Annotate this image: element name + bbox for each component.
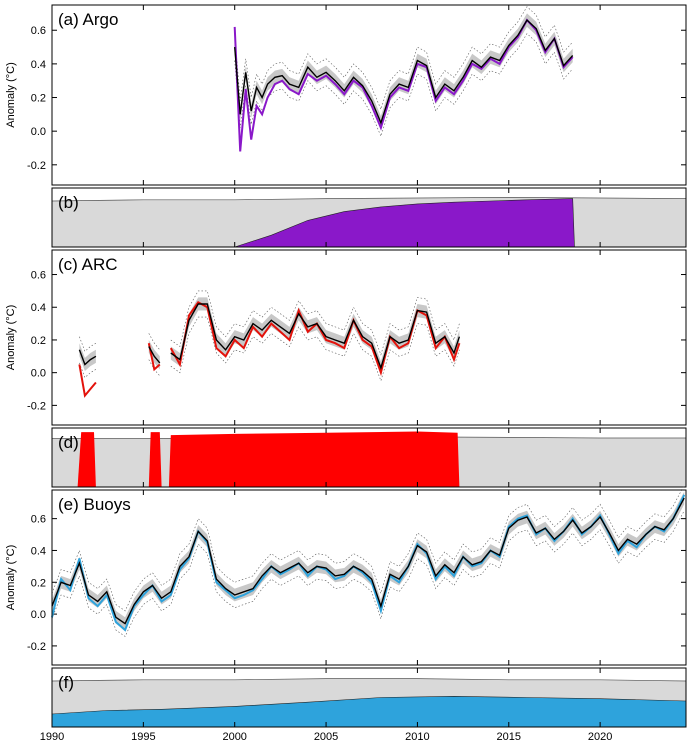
uncertainty-band — [79, 343, 96, 371]
subset-coverage-block — [77, 432, 96, 487]
y-tick-label: 0.2 — [31, 335, 46, 347]
panel-title: (a) Argo — [58, 10, 118, 29]
x-tick-label: 2010 — [405, 731, 429, 743]
panel-d-arc-coverage: (d) — [51, 427, 687, 488]
panel-a-argo: -0.2 0.0 0.2 0.4 0.6 Anomaly (°C) (a) Argo — [5, 4, 687, 186]
panel-b-argo-coverage: (b) — [51, 187, 687, 248]
panel-e-buoys: -0.2 0.0 0.2 0.4 0.6 Anomaly (°C) (e) Buoys — [5, 485, 687, 666]
panel-frame — [51, 249, 687, 426]
y-tick-label: 0.4 — [31, 545, 46, 557]
uncertainty-band — [148, 340, 160, 370]
x-tick-label: 1990 — [40, 731, 64, 743]
y-axis-label: Anomaly (°C) — [5, 305, 17, 371]
panel-title: (c) ARC — [58, 255, 118, 274]
panel-title: (d) — [58, 433, 79, 452]
full-series-line — [78, 349, 97, 366]
subset-series-line — [147, 342, 161, 372]
upper-envelope — [51, 485, 685, 612]
lower-envelope — [51, 510, 685, 637]
panel-frame — [51, 187, 687, 248]
x-axis-years: 1990 1995 2000 2005 2010 2015 2020 — [40, 731, 613, 743]
panel-frame — [51, 427, 687, 488]
x-tick-label: 1995 — [131, 731, 155, 743]
full-series-line — [170, 303, 461, 371]
lower-envelope — [234, 33, 573, 138]
full-series-line — [234, 19, 574, 125]
y-axis-label: Anomaly (°C) — [5, 545, 17, 611]
upper-envelope — [170, 290, 460, 356]
y-tick-label: 0.2 — [31, 577, 46, 589]
y-tick-label: 0.6 — [31, 514, 46, 526]
upper-envelope — [234, 6, 573, 111]
x-tick-label: 2015 — [497, 731, 521, 743]
panel-frame — [51, 667, 687, 728]
panel-frame — [51, 489, 687, 666]
y-tick-label: 0.0 — [31, 609, 46, 621]
subset-series-line — [233, 18, 574, 152]
y-tick-label: 0.2 — [31, 93, 46, 105]
panel-frame — [51, 4, 687, 186]
panel-title: (e) Buoys — [58, 495, 131, 514]
uncertainty-band — [170, 297, 460, 375]
lower-envelope — [79, 362, 97, 379]
x-tick-label: 2000 — [222, 731, 246, 743]
subset-coverage-line — [234, 198, 575, 248]
y-tick-label: 0.0 — [31, 126, 46, 138]
y-tick-label: -0.2 — [27, 400, 46, 412]
full-series-line — [148, 346, 161, 364]
x-tick-label: 2020 — [588, 731, 612, 743]
subset-coverage-block — [168, 431, 460, 487]
y-tick-label: 0.4 — [31, 302, 46, 314]
y-tick-label: 0.6 — [31, 25, 46, 37]
y-tick-label: -0.2 — [27, 641, 46, 653]
subset-series-line — [78, 364, 97, 398]
uncertainty-band — [52, 491, 685, 630]
total-coverage-line — [51, 678, 687, 682]
upper-envelope — [79, 336, 97, 352]
panel-title: (b) — [58, 193, 79, 212]
subset-coverage-block — [148, 432, 162, 487]
panel-f-buoys-coverage: (f) — [51, 667, 687, 728]
upper-envelope — [148, 333, 161, 350]
y-tick-label: 0.0 — [31, 368, 46, 380]
y-axis-label: Anomaly (°C) — [5, 62, 17, 128]
total-coverage-line — [51, 197, 687, 202]
panel-title: (f) — [58, 673, 74, 692]
x-tick-label: 2005 — [314, 731, 338, 743]
full-series-line — [51, 497, 685, 625]
subset-coverage-area — [234, 198, 575, 247]
subset-coverage-area — [52, 696, 686, 727]
subset-coverage-line — [51, 695, 687, 715]
y-tick-label: -0.2 — [27, 160, 46, 172]
y-tick-label: 0.6 — [31, 270, 46, 282]
panel-c-arc: -0.2 0.0 0.2 0.4 0.6 Anomaly (°C) (c) ARC — [5, 249, 687, 426]
y-tick-label: 0.4 — [31, 59, 46, 71]
subset-series-line — [51, 494, 686, 632]
